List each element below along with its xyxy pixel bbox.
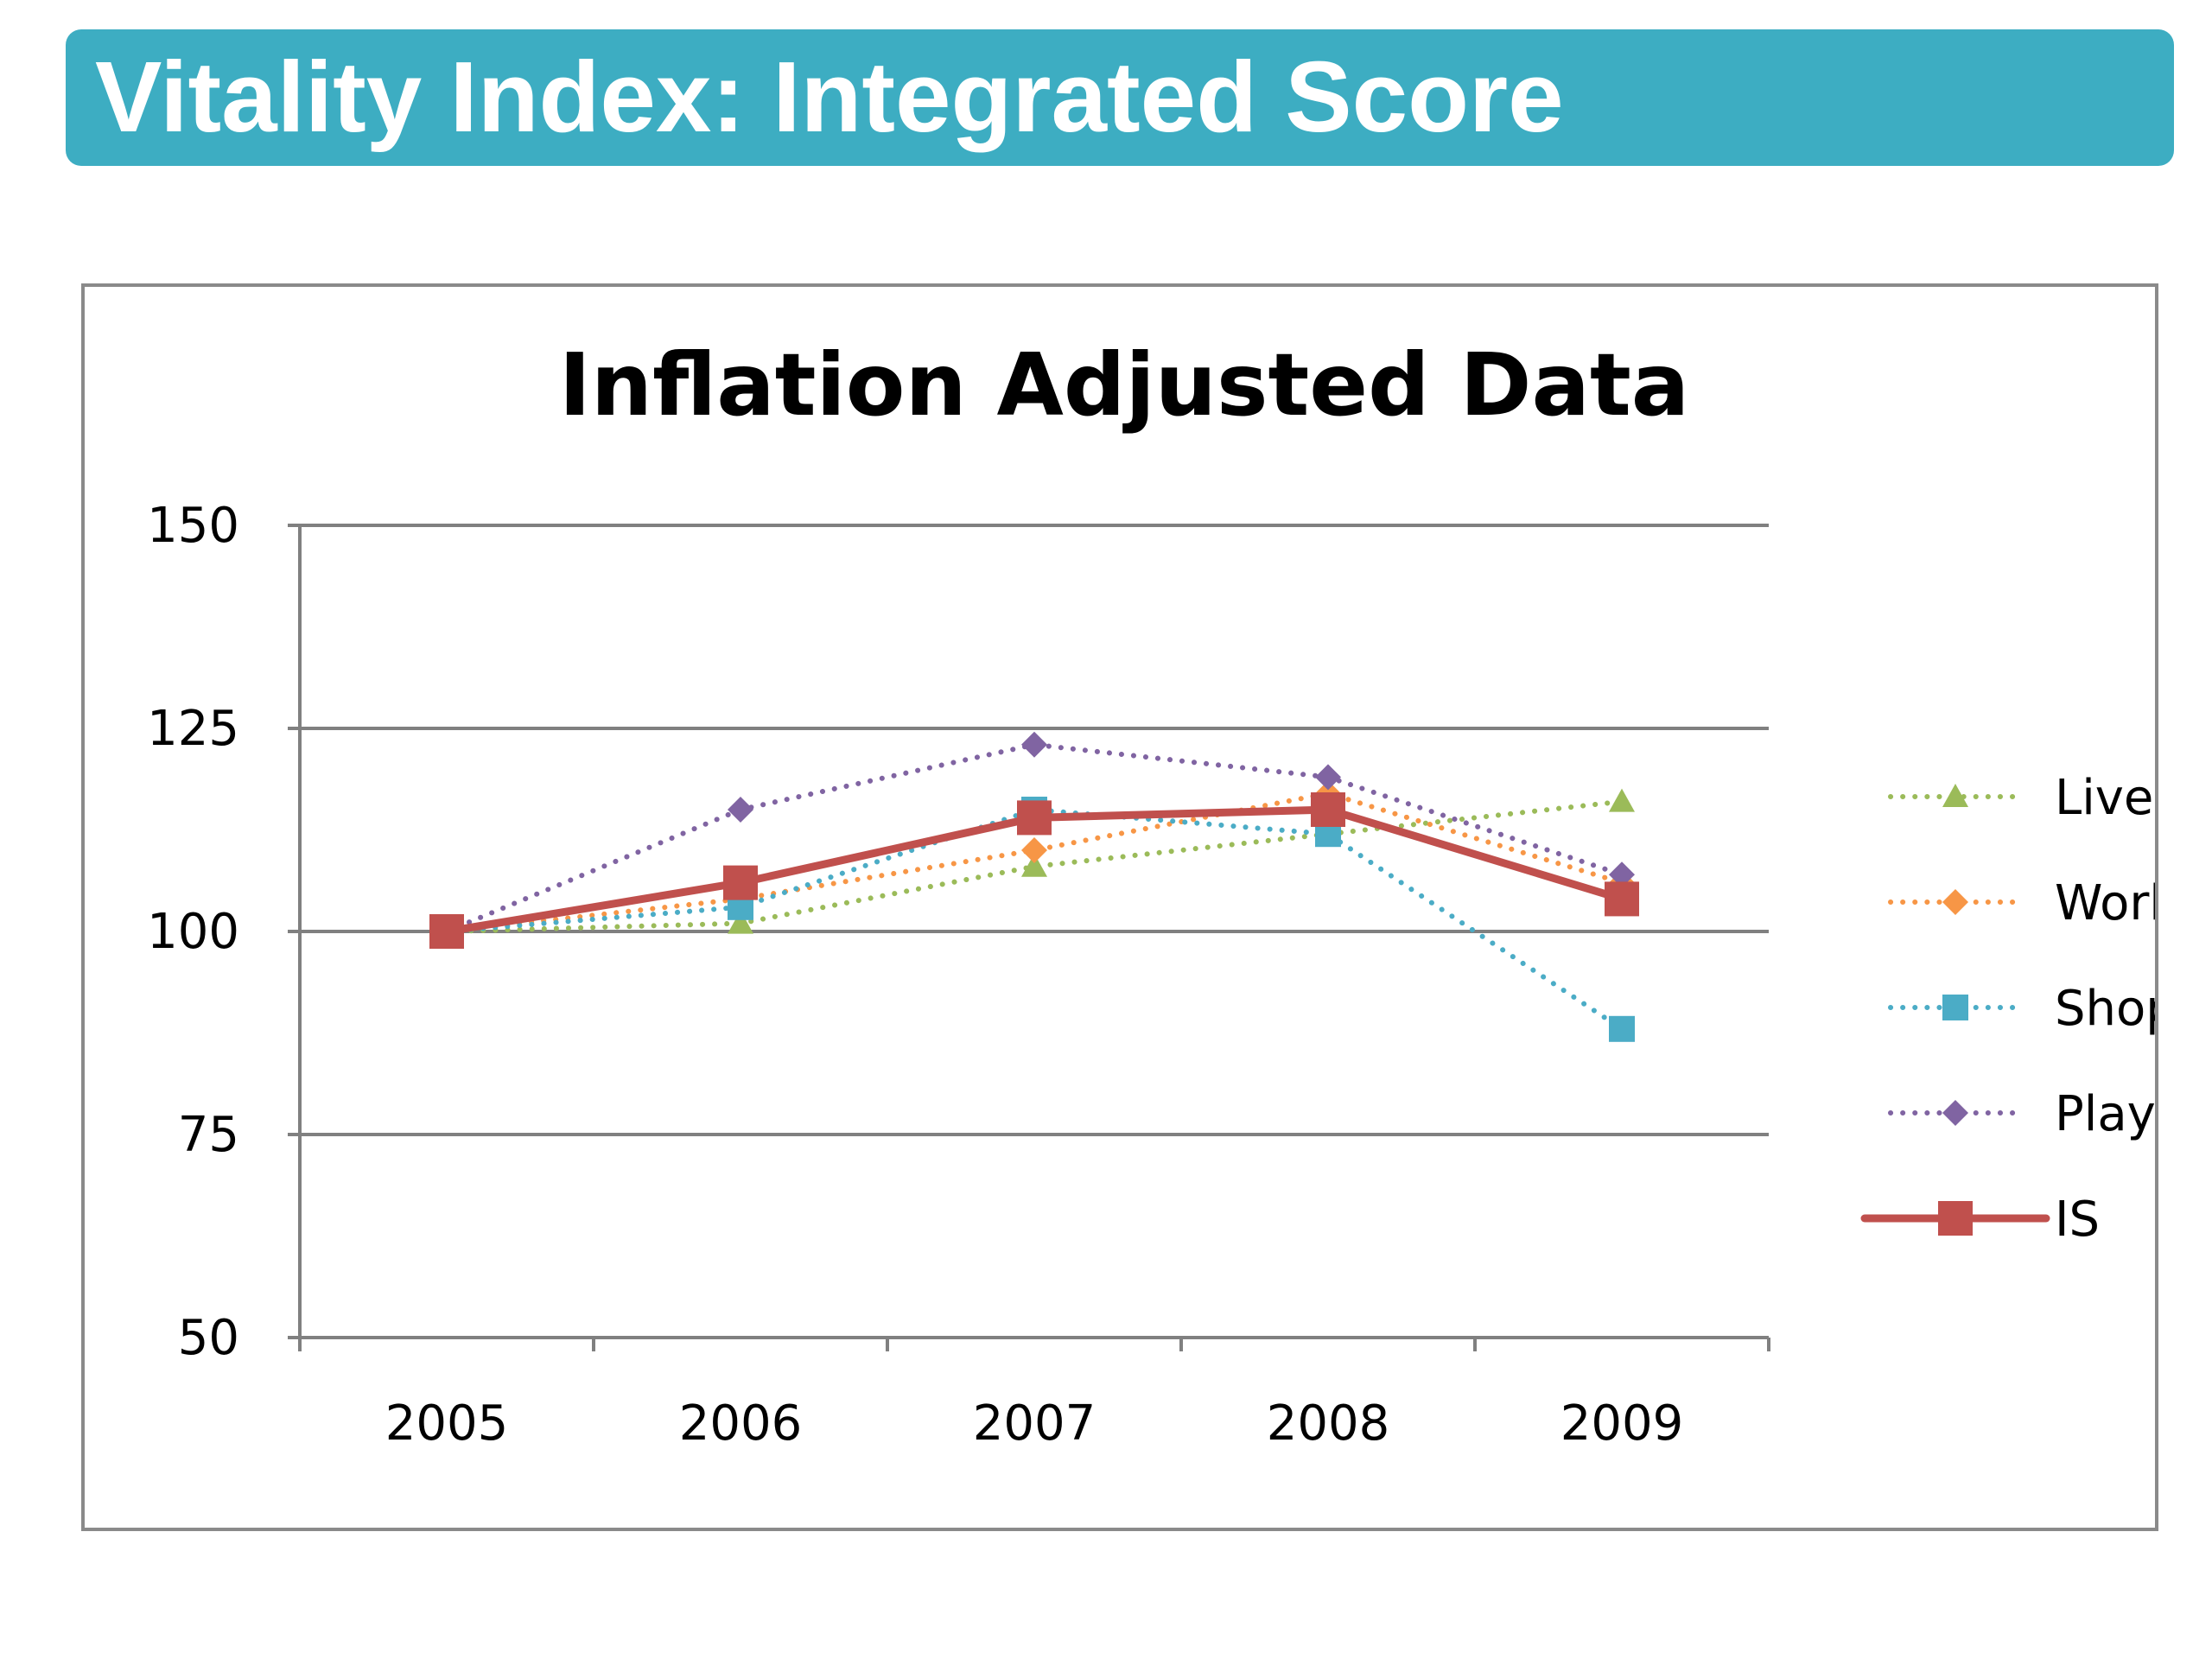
y-tick-label: 50 — [178, 1310, 239, 1366]
gridlines — [288, 524, 1769, 1339]
x-tick-label: 2008 — [1267, 1395, 1390, 1452]
data-point-play — [728, 797, 753, 823]
legend-item-shop: Shop — [1888, 981, 2155, 1037]
x-tick-label: 2006 — [679, 1395, 803, 1452]
axes: 50 75 100 125 150 2005 2006 2007 2008 2009 — [147, 498, 1770, 1452]
data-point-shop — [1609, 1015, 1635, 1042]
x-tick-label: 2007 — [973, 1395, 1096, 1452]
series-line-live — [444, 798, 1624, 934]
legend: Live Work Shop Play IS — [1860, 770, 2155, 1248]
data-point-live — [728, 910, 753, 934]
y-tick-label: 125 — [147, 701, 239, 757]
data-point-live — [1021, 853, 1047, 877]
y-tick-label: 150 — [147, 498, 239, 554]
legend-marker-is — [1938, 1201, 1973, 1236]
legend-item-work: Work — [1888, 875, 2155, 931]
data-point-live — [1609, 788, 1635, 812]
legend-item-live: Live — [1888, 770, 2153, 826]
data-point-is — [1311, 792, 1345, 827]
y-tick-label: 100 — [147, 904, 239, 960]
legend-item-is: IS — [1860, 1192, 2100, 1248]
legend-label-shop: Shop — [2055, 981, 2155, 1037]
x-tick-label: 2009 — [1560, 1395, 1684, 1452]
legend-marker-work — [1942, 889, 1968, 915]
data-point-play — [1021, 731, 1047, 758]
series-is — [429, 792, 1639, 949]
data-point-is — [429, 914, 464, 949]
x-tick-label: 2005 — [385, 1395, 509, 1452]
data-point-is — [1017, 800, 1052, 836]
data-point-is — [723, 865, 758, 900]
data-point-play — [1609, 861, 1635, 888]
legend-item-play: Play — [1888, 1086, 2155, 1142]
legend-label-live: Live — [2055, 770, 2153, 826]
legend-marker-live — [1942, 784, 1968, 807]
series-lines — [429, 731, 1639, 1042]
chart-frame: Inflation Adjusted Data 50 75 100 125 150 200… — [81, 283, 2158, 1531]
line-chart: Inflation Adjusted Data 50 75 100 125 150 200… — [147, 334, 2155, 1452]
y-tick-label: 75 — [178, 1107, 239, 1163]
data-point-work — [1021, 837, 1047, 863]
data-point-play — [1315, 764, 1341, 791]
legend-label-play: Play — [2055, 1086, 2155, 1142]
legend-label-work: Work — [2055, 875, 2155, 931]
chart-title: Inflation Adjusted Data — [559, 334, 1690, 435]
series-line-work — [444, 791, 1624, 934]
legend-marker-play — [1942, 1100, 1968, 1126]
legend-marker-shop — [1942, 995, 1968, 1020]
slide-title: Vitality Index: Integrated Score — [95, 41, 1564, 153]
series-line-shop — [444, 807, 1624, 1032]
data-point-is — [1605, 881, 1639, 917]
title-banner: Vitality Index: Integrated Score — [66, 29, 2174, 166]
series-play — [434, 731, 1635, 944]
legend-label-is: IS — [2055, 1192, 2100, 1248]
